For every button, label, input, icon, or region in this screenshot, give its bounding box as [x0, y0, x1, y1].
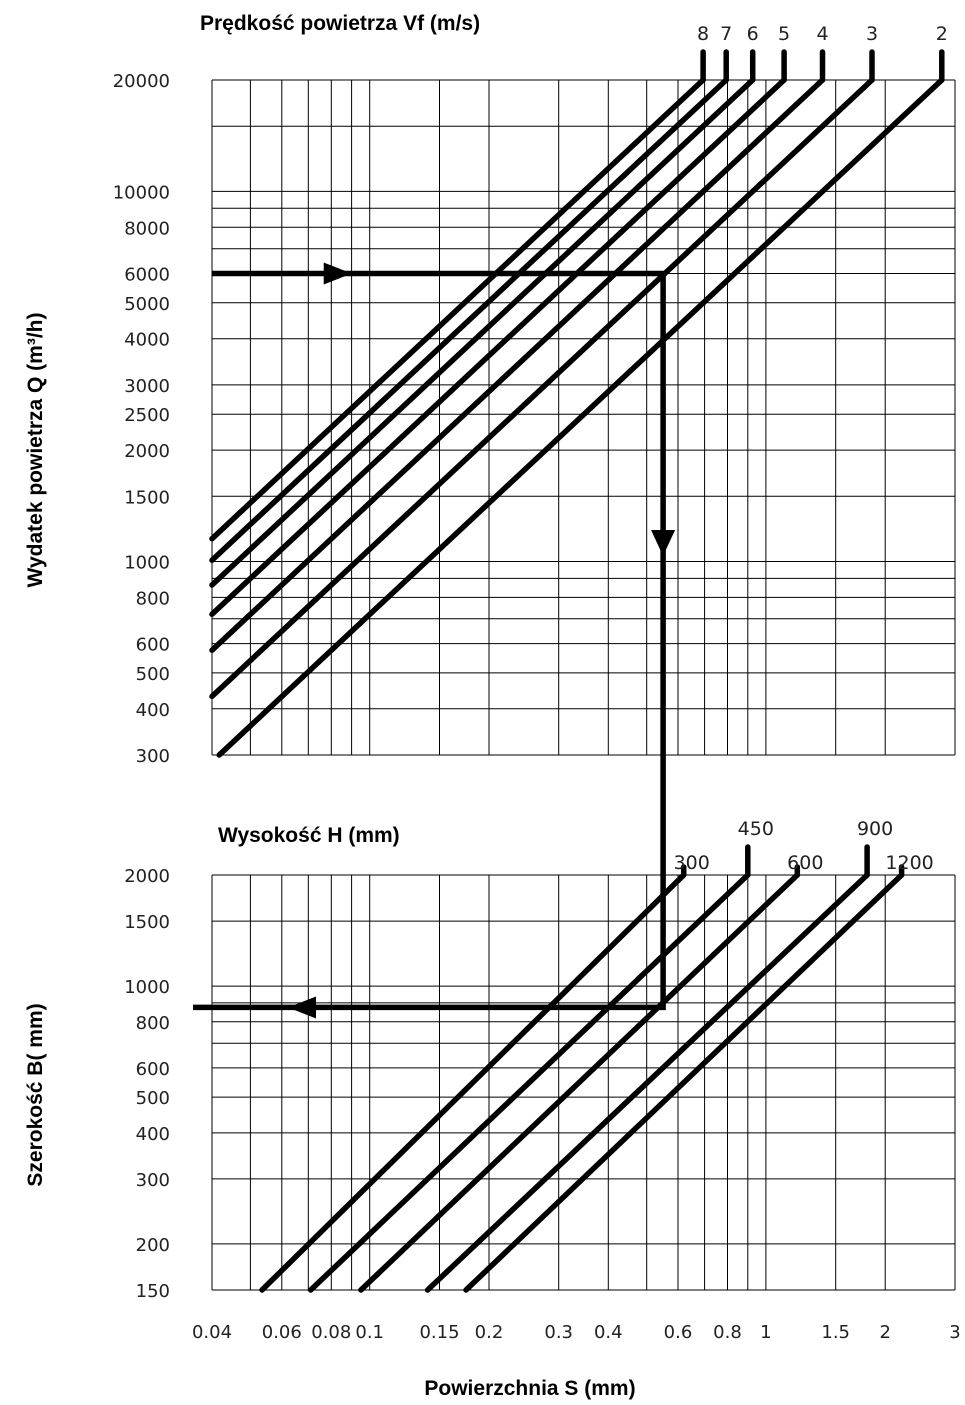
x-tick-label: 1 — [760, 1322, 771, 1343]
bottom-y-tick-label: 1500 — [124, 912, 170, 933]
series-line-900 — [424, 872, 870, 1293]
bottom-y-tick-label: 600 — [136, 1059, 170, 1080]
series-line-7 — [209, 77, 729, 563]
series-label-450: 450 — [738, 818, 774, 840]
top-y-tick-label: 5000 — [124, 294, 170, 315]
series-line-8 — [209, 77, 706, 542]
bottom-panel-grid — [211, 874, 956, 1291]
series-label-300: 300 — [674, 852, 710, 874]
top-panel-grid — [211, 79, 956, 756]
bottom-y-tick-label: 150 — [136, 1281, 170, 1302]
x-tick-label: 0.06 — [262, 1322, 302, 1343]
arrow-left — [288, 996, 316, 1019]
top-y-tick-label: 1000 — [124, 553, 170, 574]
top-y-tick-label: 8000 — [124, 218, 170, 239]
top-y-tick-label: 1500 — [124, 487, 170, 508]
bottom-y-axis-label: Szerokość B( mm) — [24, 1003, 47, 1186]
top-y-tick-label: 6000 — [124, 265, 170, 286]
x-tick-label: 0.8 — [713, 1322, 742, 1343]
x-tick-label: 3 — [949, 1322, 960, 1343]
series-line-2 — [216, 77, 945, 758]
bottom-panel-series — [259, 844, 905, 1293]
series-line-300 — [259, 872, 687, 1293]
arrow-down — [651, 530, 676, 556]
top-y-tick-label: 2500 — [124, 405, 170, 426]
x-tick-label: 0.6 — [664, 1322, 693, 1343]
series-label-2: 2 — [936, 23, 948, 45]
series-label-1200: 1200 — [885, 852, 933, 874]
top-y-axis-label: Wydatek powietrza Q (m³/h) — [24, 313, 47, 588]
series-line-6 — [209, 77, 756, 588]
example-path-line — [193, 270, 666, 1011]
top-panel-title: Prędkość powietrza Vf (m/s) — [200, 12, 480, 35]
series-label-7: 7 — [720, 23, 732, 45]
bottom-panel-title: Wysokość H (mm) — [218, 824, 400, 847]
bottom-y-tick-label: 200 — [136, 1235, 170, 1256]
chart-labels: 3004005006008001000150020002500300040005… — [113, 23, 961, 1343]
top-y-tick-label: 800 — [136, 588, 170, 609]
bottom-y-tick-label: 2000 — [124, 866, 170, 887]
top-y-tick-label: 400 — [136, 700, 170, 721]
top-y-tick-label: 500 — [136, 664, 170, 685]
top-panel-series — [209, 49, 945, 758]
arrow-right — [323, 262, 352, 285]
top-y-tick-label: 20000 — [113, 71, 170, 92]
x-tick-label: 1.5 — [821, 1322, 850, 1343]
series-label-900: 900 — [857, 818, 893, 840]
top-y-tick-label: 3000 — [124, 376, 170, 397]
series-label-3: 3 — [866, 23, 878, 45]
bottom-y-tick-label: 800 — [136, 1013, 170, 1034]
x-tick-label: 0.15 — [419, 1322, 459, 1343]
series-label-5: 5 — [778, 23, 790, 45]
x-tick-label: 0.4 — [594, 1322, 623, 1343]
series-line-3 — [209, 77, 875, 700]
top-y-tick-label: 600 — [136, 635, 170, 656]
bottom-y-tick-label: 1000 — [124, 977, 170, 998]
example-path — [193, 262, 676, 1019]
series-label-6: 6 — [747, 23, 759, 45]
bottom-y-tick-label: 400 — [136, 1124, 170, 1145]
x-tick-label: 0.1 — [355, 1322, 384, 1343]
x-tick-label: 0.08 — [311, 1322, 351, 1343]
top-y-tick-label: 2000 — [124, 441, 170, 462]
bottom-y-tick-label: 300 — [136, 1170, 170, 1191]
top-y-tick-label: 4000 — [124, 330, 170, 351]
series-line-5 — [209, 77, 787, 618]
x-tick-label: 2 — [879, 1322, 890, 1343]
bottom-y-tick-label: 500 — [136, 1088, 170, 1109]
series-line-600 — [358, 872, 801, 1293]
x-tick-label: 0.3 — [544, 1322, 573, 1343]
x-axis-label: Powierzchnia S (mm) — [424, 1377, 635, 1400]
top-y-tick-label: 10000 — [113, 182, 170, 203]
series-line-4 — [209, 77, 826, 653]
series-label-8: 8 — [697, 23, 709, 45]
series-label-4: 4 — [816, 23, 828, 45]
x-tick-label: 0.04 — [192, 1322, 232, 1343]
x-tick-label: 0.2 — [475, 1322, 504, 1343]
series-line-450 — [307, 872, 751, 1293]
top-y-tick-label: 300 — [136, 746, 170, 767]
series-label-600: 600 — [787, 852, 823, 874]
series-line-1200 — [463, 872, 905, 1293]
